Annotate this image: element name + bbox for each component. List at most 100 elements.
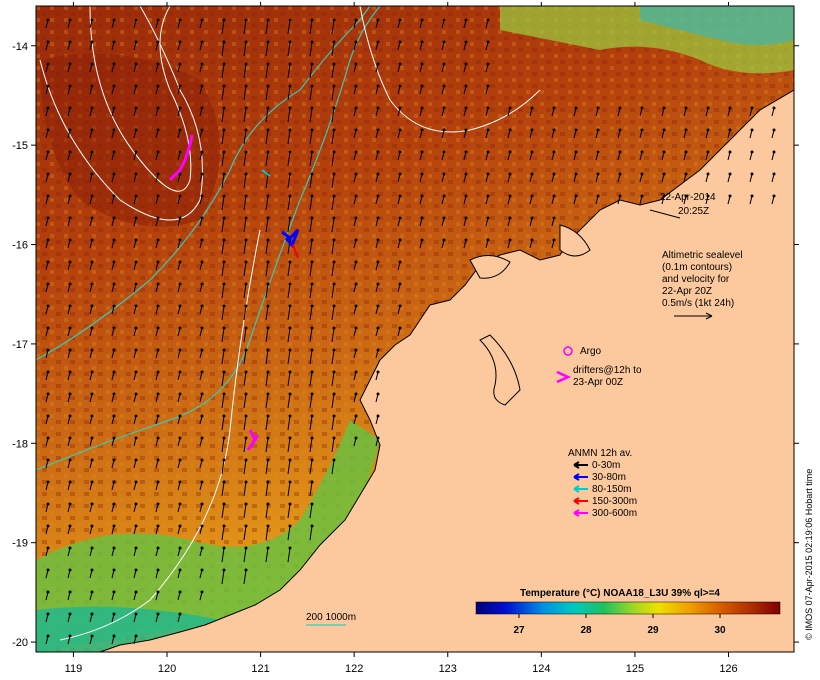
velocity-arrow (243, 194, 248, 211)
velocity-arrow (287, 84, 292, 101)
velocity-arrow (221, 568, 226, 585)
map-area: 22-Apr-2014 20:25Z Altimetric sealevel (… (36, 6, 794, 652)
drifter-track (246, 429, 260, 451)
velocity-arrow (375, 304, 380, 315)
velocity-arrow (309, 392, 314, 409)
velocity-arrow (507, 194, 512, 205)
velocity-arrow (639, 106, 644, 117)
velocity-arrow (287, 436, 292, 453)
velocity-arrow (309, 172, 314, 189)
velocity-arrow (243, 326, 248, 343)
velocity-arrow (727, 172, 732, 183)
velocity-arrow (463, 238, 468, 249)
velocity-arrow (661, 194, 666, 205)
velocity-arrow (199, 458, 204, 469)
velocity-arrow (705, 106, 710, 117)
velocity-arrow (221, 216, 226, 233)
velocity-arrow (375, 18, 380, 29)
velocity-arrow (243, 370, 248, 387)
velocity-arrow (155, 18, 160, 29)
velocity-arrow (309, 502, 314, 519)
velocity-arrow (111, 612, 116, 623)
velocity-arrow (199, 568, 204, 579)
velocity-arrow (287, 40, 292, 57)
velocity-arrow (331, 106, 336, 123)
velocity-arrow (221, 326, 226, 343)
velocity-arrow (111, 128, 116, 139)
velocity-arrow (89, 150, 94, 161)
velocity-arrow (45, 502, 50, 513)
velocity-arrow (243, 458, 248, 475)
velocity-arrow (309, 260, 314, 277)
anmn-mooring-30-80m (281, 228, 300, 248)
velocity-arrow (243, 524, 248, 541)
velocity-arrow (287, 546, 292, 563)
velocity-arrow (221, 172, 226, 189)
velocity-arrow (45, 172, 50, 183)
velocity-arrow (133, 260, 138, 271)
velocity-arrow (199, 546, 204, 557)
velocity-arrow (177, 106, 182, 117)
velocity-arrow (155, 392, 160, 403)
velocity-arrow (331, 62, 336, 79)
velocity-arrow (177, 370, 182, 381)
velocity-arrow (265, 502, 270, 519)
velocity-arrow (221, 546, 226, 563)
velocity-arrow (89, 172, 94, 183)
velocity-arrow (309, 414, 314, 431)
velocity-arrow (89, 458, 94, 469)
velocity-arrow (177, 216, 182, 227)
velocity-arrow (177, 392, 182, 403)
velocity-arrow (287, 370, 292, 387)
velocity-arrow (419, 18, 424, 29)
velocity-arrow (331, 326, 336, 343)
velocity-arrow (67, 18, 72, 29)
velocity-arrow (749, 172, 754, 183)
velocity-arrow (375, 150, 380, 161)
velocity-arrow (309, 40, 314, 57)
velocity-arrow (353, 304, 358, 315)
velocity-arrow (507, 238, 512, 249)
velocity-arrow (243, 106, 248, 123)
velocity-arrow (441, 18, 446, 29)
velocity-arrow (353, 282, 358, 293)
velocity-arrow (243, 480, 248, 497)
velocity-arrow (463, 194, 468, 205)
velocity-arrow (111, 546, 116, 557)
velocity-arrow (199, 128, 204, 139)
velocity-arrow (221, 62, 226, 79)
anmn-legend-arrowhead (573, 473, 580, 481)
velocity-arrow (155, 612, 160, 623)
velocity-arrow (309, 62, 314, 79)
velocity-arrow (375, 84, 380, 95)
velocity-arrow (67, 282, 72, 293)
lon-tick-label: 122 (345, 663, 363, 675)
velocity-arrow (485, 40, 490, 51)
isobath-legend-label: 200 1000m (306, 612, 356, 623)
velocity-arrow (441, 194, 446, 205)
velocity-arrow (331, 436, 336, 453)
velocity-arrow (265, 304, 270, 321)
velocity-arrow (463, 172, 468, 183)
velocity-arrow (177, 546, 182, 557)
velocity-arrow (133, 590, 138, 601)
velocity-arrow (441, 238, 446, 249)
velocity-arrow (199, 436, 204, 447)
velocity-arrow (221, 18, 226, 35)
velocity-arrow (463, 40, 468, 51)
velocity-arrow (441, 62, 446, 73)
velocity-arrow (177, 590, 182, 601)
altimetry-line2: (0.1m contours) (662, 262, 732, 273)
velocity-arrow (485, 238, 490, 249)
velocity-arrow (287, 524, 292, 541)
velocity-arrow (221, 282, 226, 299)
velocity-arrow (155, 414, 160, 425)
velocity-arrow (639, 150, 644, 161)
velocity-arrow (155, 524, 160, 535)
velocity-arrow (375, 260, 380, 271)
velocity-arrow (353, 194, 358, 205)
velocity-arrow (309, 18, 314, 35)
velocity-arrow (67, 106, 72, 117)
anmn-mooring-150-300m (292, 244, 299, 259)
velocity-arrow (155, 590, 160, 601)
